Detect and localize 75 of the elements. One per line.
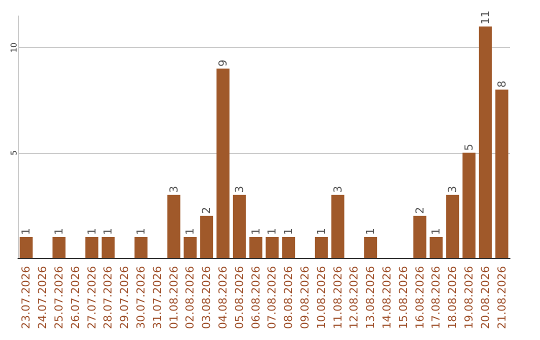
- x-tick-label: 27.07.2026: [85, 266, 98, 330]
- bar: [20, 236, 33, 258]
- x-tick-label: 16.08.2026: [413, 266, 426, 330]
- bar: [232, 194, 246, 258]
- data-label: 1: [134, 228, 148, 235]
- bar: [364, 236, 378, 258]
- bar: [167, 194, 180, 258]
- x-tick-label: 18.08.2026: [446, 266, 460, 330]
- x-tick-label: 31.07.2026: [150, 266, 164, 330]
- x-tick-label: 14.08.2026: [380, 266, 394, 330]
- data-label: 1: [314, 228, 328, 235]
- x-tick-label: 19.08.2026: [462, 266, 476, 330]
- bar: [314, 236, 328, 258]
- bar: [495, 90, 508, 258]
- x-tick-label: 12.08.2026: [348, 266, 361, 330]
- x-tick-label: 03.08.2026: [200, 266, 214, 330]
- x-tick-label: 21.08.2026: [495, 266, 508, 330]
- bar: [200, 216, 214, 258]
- data-label: 11: [478, 10, 492, 25]
- bar: [446, 194, 460, 258]
- x-tick-label: 24.07.2026: [36, 266, 50, 330]
- bar: [102, 236, 115, 258]
- x-tick-label: 15.08.2026: [396, 266, 410, 330]
- bar: [478, 26, 492, 258]
- data-label: 3: [167, 186, 180, 193]
- bar: [85, 236, 98, 258]
- bar: [331, 194, 344, 258]
- data-label: 1: [20, 228, 33, 235]
- data-label: 1: [52, 228, 66, 235]
- bar: [282, 236, 296, 258]
- bar: [52, 236, 66, 258]
- bar: [413, 216, 426, 258]
- x-tick-label: 08.08.2026: [282, 266, 296, 330]
- x-tick-label: 11.08.2026: [331, 266, 344, 330]
- data-label: 5: [462, 144, 476, 151]
- x-tick-label: 13.08.2026: [364, 266, 378, 330]
- data-label: 1: [102, 228, 115, 235]
- data-label: 1: [249, 228, 262, 235]
- x-tick-label: 02.08.2026: [184, 266, 197, 330]
- bar: [184, 236, 197, 258]
- data-label: 3: [446, 186, 460, 193]
- data-label: 1: [85, 228, 98, 235]
- data-label: 1: [430, 228, 443, 235]
- data-label: 1: [282, 228, 296, 235]
- data-label: 9: [216, 60, 230, 67]
- bar: [216, 68, 230, 258]
- bar: [430, 236, 443, 258]
- x-tick-label: 04.08.2026: [216, 266, 230, 330]
- x-tick-label: 29.07.2026: [118, 266, 132, 330]
- data-label: 3: [331, 186, 344, 193]
- data-label: 2: [413, 206, 426, 214]
- data-label: 1: [184, 228, 197, 235]
- bar: [134, 236, 148, 258]
- bar: [462, 152, 476, 258]
- y-tick-label: 10: [10, 42, 18, 53]
- x-tick-label: 06.08.2026: [249, 266, 262, 330]
- x-tick-label: 07.08.2026: [266, 266, 279, 330]
- x-tick-label: 05.08.2026: [232, 266, 246, 330]
- x-tick-label: 09.08.2026: [298, 266, 312, 330]
- data-label: 2: [200, 206, 214, 214]
- x-tick-label: 20.08.2026: [478, 266, 492, 330]
- data-label: 1: [364, 228, 378, 235]
- data-label: 3: [232, 186, 246, 193]
- data-label: 8: [495, 80, 508, 88]
- x-tick-label: 28.07.2026: [102, 266, 115, 330]
- data-label: 1: [266, 228, 279, 235]
- x-tick-label: 23.07.2026: [20, 266, 33, 330]
- x-tick-label: 26.07.2026: [68, 266, 82, 330]
- x-tick-label: 17.08.2026: [430, 266, 443, 330]
- bar: [266, 236, 279, 258]
- x-tick-label: 01.08.2026: [167, 266, 180, 330]
- x-tick-label: 10.08.2026: [314, 266, 328, 330]
- bar: [249, 236, 262, 258]
- x-tick-label: 25.07.2026: [52, 266, 66, 330]
- x-tick-label: 30.07.2026: [134, 266, 148, 330]
